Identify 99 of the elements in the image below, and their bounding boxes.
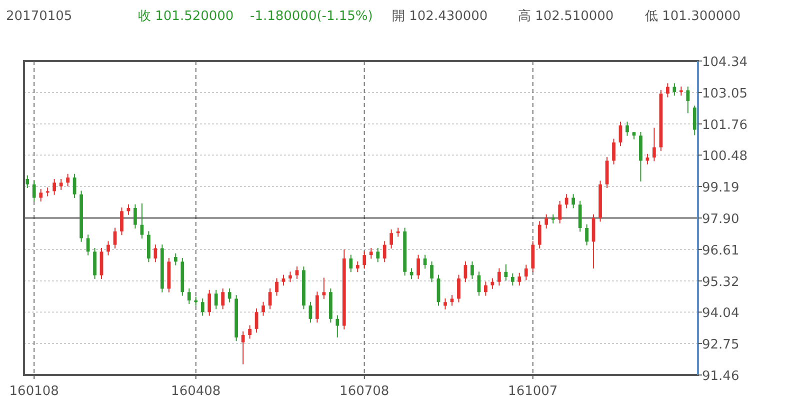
candlestick bbox=[362, 250, 366, 270]
candlestick bbox=[59, 178, 63, 190]
candlestick bbox=[510, 272, 514, 286]
candlestick bbox=[612, 138, 616, 165]
candlestick bbox=[282, 274, 286, 286]
candlestick bbox=[497, 268, 501, 286]
candlestick bbox=[672, 82, 676, 96]
candlestick bbox=[106, 240, 110, 256]
text: 開 102.430000 bbox=[392, 9, 488, 24]
candlestick bbox=[382, 240, 386, 263]
candlestick bbox=[470, 260, 474, 280]
candlestick bbox=[626, 121, 629, 136]
candlestick bbox=[450, 294, 454, 306]
candlestick bbox=[154, 244, 158, 263]
candlestick bbox=[200, 298, 204, 316]
candlestick bbox=[686, 86, 690, 114]
candlestick bbox=[484, 281, 488, 296]
candlestick bbox=[524, 264, 528, 281]
candlestick bbox=[308, 301, 312, 324]
text: 高 102.510000 bbox=[518, 8, 614, 24]
y-tick-label: 104.34 bbox=[702, 55, 748, 70]
candlestick bbox=[39, 188, 43, 202]
candlestick bbox=[214, 289, 218, 310]
candlestick bbox=[376, 247, 380, 263]
candlestick bbox=[531, 240, 535, 273]
candlestick bbox=[254, 308, 258, 334]
chart-title: 20170105 bbox=[6, 9, 72, 24]
candlestick bbox=[457, 274, 460, 303]
candlestick bbox=[518, 272, 522, 286]
candlestick bbox=[268, 288, 272, 310]
y-tick-label: 95.32 bbox=[702, 274, 740, 290]
candlestick bbox=[32, 180, 36, 202]
candlestick bbox=[228, 288, 232, 303]
candlestick bbox=[605, 156, 609, 189]
candlestick bbox=[490, 278, 494, 290]
candlestick bbox=[551, 214, 555, 224]
candlestick bbox=[208, 289, 212, 316]
text: 收 101.520000 bbox=[138, 9, 234, 24]
candlestick bbox=[275, 278, 278, 296]
candlestick bbox=[66, 173, 70, 187]
candlestick bbox=[134, 204, 137, 229]
y-tick-label: 100.48 bbox=[702, 149, 748, 164]
candlestick bbox=[572, 194, 575, 209]
candlestick bbox=[241, 330, 245, 365]
candlestick bbox=[248, 324, 252, 340]
y-tick-label: 96.61 bbox=[702, 243, 740, 258]
candlestick bbox=[262, 301, 265, 316]
candlestick bbox=[585, 224, 588, 246]
candlestick bbox=[187, 288, 191, 305]
x-tick-label: 160408 bbox=[171, 384, 221, 399]
candlestick bbox=[544, 214, 548, 229]
candlestick bbox=[100, 247, 104, 280]
y-tick-label: 91.46 bbox=[702, 369, 740, 384]
candlestick bbox=[679, 86, 683, 96]
candlestick bbox=[564, 194, 568, 209]
candlestick bbox=[390, 228, 394, 249]
candlestick bbox=[322, 277, 326, 300]
candlestick bbox=[120, 207, 124, 236]
candlestick bbox=[410, 268, 414, 280]
candlestick bbox=[26, 174, 30, 189]
candlestick bbox=[72, 173, 76, 199]
candlestick bbox=[504, 264, 508, 282]
candlestick bbox=[295, 266, 299, 280]
y-tick-label: 101.76 bbox=[702, 118, 748, 133]
x-tick-label: 160108 bbox=[9, 384, 59, 399]
candlestick bbox=[692, 105, 696, 136]
candlestick bbox=[369, 247, 373, 260]
x-tick-label: 161007 bbox=[508, 384, 558, 399]
y-tick-label: 103.05 bbox=[702, 86, 748, 102]
candlestick bbox=[558, 200, 562, 224]
candlestick bbox=[93, 247, 96, 280]
candlestick bbox=[416, 254, 420, 280]
y-tick-label: 99.19 bbox=[702, 180, 740, 196]
y-tick-label: 97.90 bbox=[702, 212, 740, 227]
candlestick bbox=[444, 298, 447, 310]
y-tick-label: 94.04 bbox=[702, 306, 740, 322]
candlestick bbox=[336, 314, 340, 338]
candlestick bbox=[578, 200, 582, 232]
y-tick-label: 92.75 bbox=[702, 338, 740, 353]
candlestick bbox=[316, 291, 319, 324]
candlestick bbox=[538, 220, 542, 249]
candlestick bbox=[174, 252, 178, 266]
candlestick bbox=[349, 254, 353, 273]
candlestick bbox=[194, 296, 198, 306]
candlestick bbox=[666, 82, 670, 98]
candlestick bbox=[86, 234, 90, 256]
x-tick-label: 160708 bbox=[340, 384, 390, 399]
text: 低 101.300000 bbox=[645, 9, 741, 24]
candlestick bbox=[356, 260, 360, 273]
candlestick bbox=[396, 227, 400, 238]
text: -1.180000(-1.15%) bbox=[250, 9, 373, 24]
candlestick bbox=[147, 230, 150, 263]
candlestick bbox=[430, 260, 434, 283]
candlestick bbox=[52, 178, 56, 196]
candlestick bbox=[221, 288, 225, 310]
candlestick bbox=[464, 260, 468, 283]
candlestick bbox=[652, 127, 656, 162]
candlestick bbox=[113, 227, 117, 249]
candlestick bbox=[288, 271, 292, 283]
